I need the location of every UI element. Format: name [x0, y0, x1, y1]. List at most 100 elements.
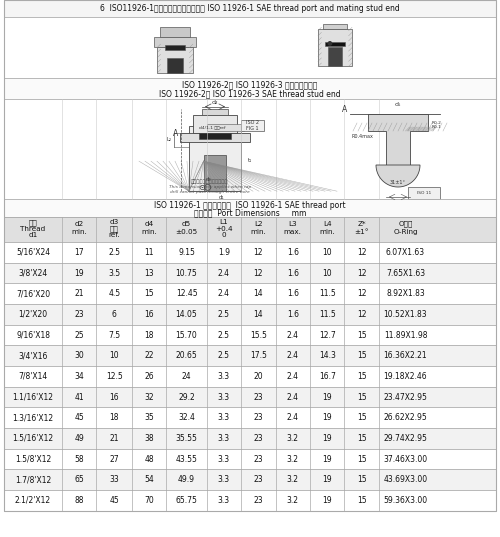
Text: 11.89X1.98: 11.89X1.98	[384, 331, 427, 339]
Text: 43.69X3.00: 43.69X3.00	[384, 475, 428, 484]
Bar	[160, 27, 190, 37]
Bar	[4, 428, 496, 449]
Text: Z*: Z*	[358, 221, 366, 227]
Text: This dimension only applies when tap
drill cannot pass through entire bore: This dimension only applies when tap dri…	[168, 185, 251, 194]
Text: 23: 23	[254, 475, 263, 484]
Text: L1: L1	[220, 219, 228, 226]
Text: ISO 11926-2， ISO 11926-3 美制螺紹主筒端: ISO 11926-2， ISO 11926-3 美制螺紹主筒端	[182, 81, 318, 90]
Text: 17: 17	[74, 248, 84, 257]
Text: 參考: 參考	[110, 225, 118, 232]
Text: ⊙: ⊙	[198, 183, 205, 192]
Bar	[4, 408, 496, 428]
Text: d₅: d₅	[395, 101, 401, 106]
Text: 3.2: 3.2	[287, 475, 299, 484]
Text: 25: 25	[74, 331, 84, 339]
Bar	[4, 0, 496, 17]
Text: 螺紹: 螺紹	[28, 219, 38, 226]
Bar	[193, 114, 237, 133]
Text: 15: 15	[357, 393, 366, 402]
Text: 10: 10	[322, 268, 332, 278]
Text: 14: 14	[254, 289, 263, 298]
Text: 6  ISO11926-1美制螺紹油口及相配主筒 ISO 11926-1 SAE thread port and mating stud end: 6 ISO11926-1美制螺紹油口及相配主筒 ISO 11926-1 SAE …	[100, 4, 400, 13]
Text: 6: 6	[112, 310, 116, 319]
Text: 14.3: 14.3	[319, 351, 336, 360]
Bar	[4, 366, 496, 387]
Text: 3.3: 3.3	[218, 496, 230, 505]
Text: 1.7/8'X12: 1.7/8'X12	[15, 475, 51, 484]
Text: 11.5: 11.5	[319, 310, 336, 319]
Text: 19: 19	[322, 475, 332, 484]
Bar	[167, 57, 183, 73]
Text: 23: 23	[254, 413, 263, 422]
Text: 59.36X3.00: 59.36X3.00	[384, 496, 428, 505]
Bar	[4, 387, 496, 408]
Text: 23: 23	[254, 434, 263, 443]
Text: 14: 14	[254, 310, 263, 319]
Text: 48: 48	[144, 455, 154, 463]
Text: d2: d2	[74, 221, 84, 227]
Text: t₁: t₁	[248, 157, 252, 163]
Text: 3.2: 3.2	[287, 496, 299, 505]
Text: 1.9: 1.9	[218, 248, 230, 257]
Text: 16.36X2.21: 16.36X2.21	[384, 351, 428, 360]
Text: 3.3: 3.3	[218, 413, 230, 422]
Text: 15: 15	[357, 413, 366, 422]
Text: 7/8'X14: 7/8'X14	[18, 372, 48, 381]
Bar	[318, 29, 352, 67]
Bar	[4, 99, 496, 199]
Bar	[180, 133, 250, 142]
Text: 15: 15	[357, 351, 366, 360]
Text: 1.6: 1.6	[287, 310, 299, 319]
Text: 2.5: 2.5	[218, 351, 230, 360]
Text: 23.47X2.95: 23.47X2.95	[384, 393, 428, 402]
Text: 1.5/8'X12: 1.5/8'X12	[15, 455, 51, 463]
Text: ISO 11926-2， ISO 11926-3 SAE thread stud end: ISO 11926-2， ISO 11926-3 SAE thread stud…	[159, 89, 341, 98]
Text: 1.1/16'X12: 1.1/16'X12	[12, 393, 53, 402]
Text: 15: 15	[357, 331, 366, 339]
Text: 12: 12	[357, 268, 366, 278]
Text: 5/16'X24: 5/16'X24	[16, 248, 50, 257]
Text: +0.4: +0.4	[215, 226, 232, 231]
Text: 8.92X1.83: 8.92X1.83	[386, 289, 425, 298]
Text: 70: 70	[144, 496, 154, 505]
Bar	[157, 47, 193, 73]
Text: 65.75: 65.75	[176, 496, 198, 505]
Text: 65: 65	[74, 475, 84, 484]
Bar	[4, 449, 496, 469]
Text: 10: 10	[322, 248, 332, 257]
Text: max.: max.	[284, 229, 302, 235]
Text: 33: 33	[110, 475, 119, 484]
Text: d₂: d₂	[212, 100, 218, 105]
Text: 2.1/2'X12: 2.1/2'X12	[15, 496, 51, 505]
Text: 12: 12	[357, 310, 366, 319]
Bar	[4, 490, 496, 511]
Text: 2.4: 2.4	[287, 372, 299, 381]
Text: 12.5: 12.5	[106, 372, 122, 381]
Text: 15: 15	[357, 455, 366, 463]
Text: 16: 16	[144, 310, 154, 319]
Text: 12.45: 12.45	[176, 289, 198, 298]
Text: 1/2'X20: 1/2'X20	[18, 310, 48, 319]
Text: 3.3: 3.3	[218, 372, 230, 381]
Bar	[241, 120, 264, 132]
Text: 88: 88	[74, 496, 84, 505]
Bar	[204, 155, 227, 191]
Text: 43.55: 43.55	[176, 455, 198, 463]
Text: d3: d3	[110, 219, 119, 226]
Bar	[202, 108, 228, 114]
Bar	[4, 304, 496, 325]
Text: 7.65X1.63: 7.65X1.63	[386, 268, 425, 278]
Text: 2.5: 2.5	[108, 248, 120, 257]
Polygon shape	[368, 114, 428, 165]
Text: L₂: L₂	[166, 137, 172, 142]
Text: 18: 18	[110, 413, 119, 422]
Text: 41: 41	[74, 393, 84, 402]
Text: ISO 2
FIG 1: ISO 2 FIG 1	[246, 120, 259, 131]
Text: 12: 12	[357, 289, 366, 298]
Bar	[328, 47, 342, 67]
Text: 9.15: 9.15	[178, 248, 195, 257]
Text: 3.3: 3.3	[218, 393, 230, 402]
Text: 3/4'X16: 3/4'X16	[18, 351, 48, 360]
Text: 38: 38	[144, 434, 154, 443]
Text: d₁: d₁	[218, 195, 224, 200]
